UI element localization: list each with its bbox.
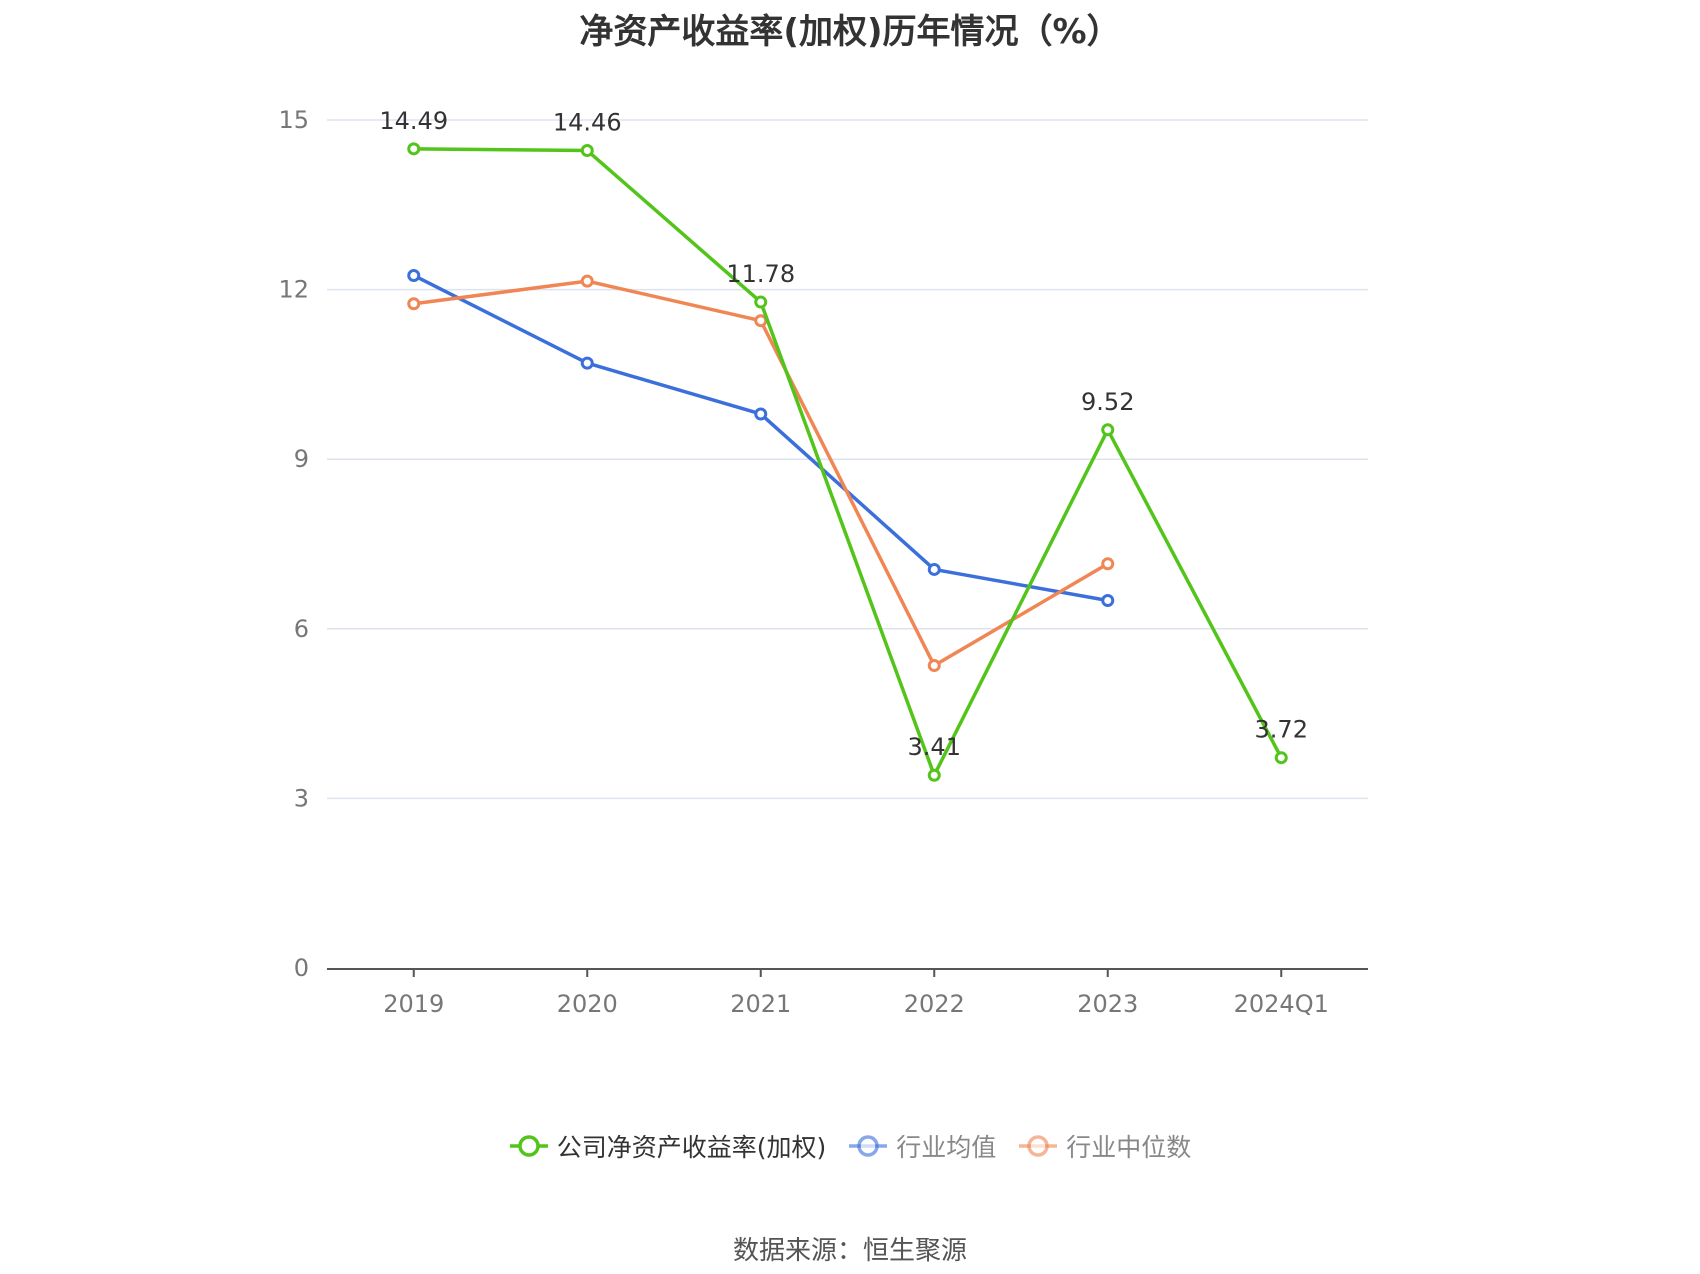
data-point [407,142,421,156]
legend-item[interactable]: 公司净资产收益率(加权) [509,1128,827,1164]
data-label: 9.52 [1081,388,1134,416]
data-point [754,295,768,309]
data-label: 14.49 [379,107,448,135]
data-point [1274,751,1288,765]
x-tick-label: 2019 [383,990,444,1018]
legend-label: 公司净资产收益率(加权) [556,1133,827,1162]
series-line-2 [413,279,1109,668]
data-point [407,297,421,311]
x-tick-label: 2022 [904,990,965,1018]
data-point [754,407,768,421]
y-tick-label: 15 [278,106,309,134]
legend-line-icon [1019,1135,1058,1157]
x-tick-label: 2021 [730,990,791,1018]
x-tick-label: 2023 [1077,990,1138,1018]
legend-line-icon [509,1135,548,1157]
data-point [1101,423,1115,437]
x-tick-label: 2024Q1 [1234,990,1329,1018]
data-point [927,659,941,673]
data-label: 3.72 [1255,716,1308,744]
data-point [580,144,594,158]
x-tick-label: 2020 [557,990,618,1018]
y-tick-label: 9 [294,445,309,473]
data-label: 11.78 [726,260,795,288]
data-point [580,274,594,288]
legend-line-icon [849,1135,888,1157]
data-point [1101,557,1115,571]
legend-label: 行业中位数 [1066,1133,1192,1162]
y-tick-label: 6 [294,615,309,643]
legend-item[interactable]: 行业中位数 [1018,1128,1191,1164]
data-point [407,268,421,282]
chart-title: 净资产收益率(加权)历年情况（%） [579,12,1121,52]
data-point [1101,594,1115,608]
data-point [754,314,768,328]
data-point [927,562,941,576]
y-tick-label: 12 [278,276,309,304]
legend-item[interactable]: 行业均值 [848,1128,996,1164]
series-line-0 [413,147,1283,777]
y-tick-label: 0 [294,954,309,982]
legend-label: 行业均值 [896,1133,997,1162]
legend: 公司净资产收益率(加权) 行业均值 行业中位数 [0,1128,1700,1164]
y-tick-label: 3 [294,784,309,812]
data-label: 14.46 [553,109,622,137]
data-label: 3.41 [908,733,961,761]
data-point [580,356,594,370]
data-source: 数据来源：恒生聚源 [732,1236,967,1266]
data-point [927,768,941,782]
